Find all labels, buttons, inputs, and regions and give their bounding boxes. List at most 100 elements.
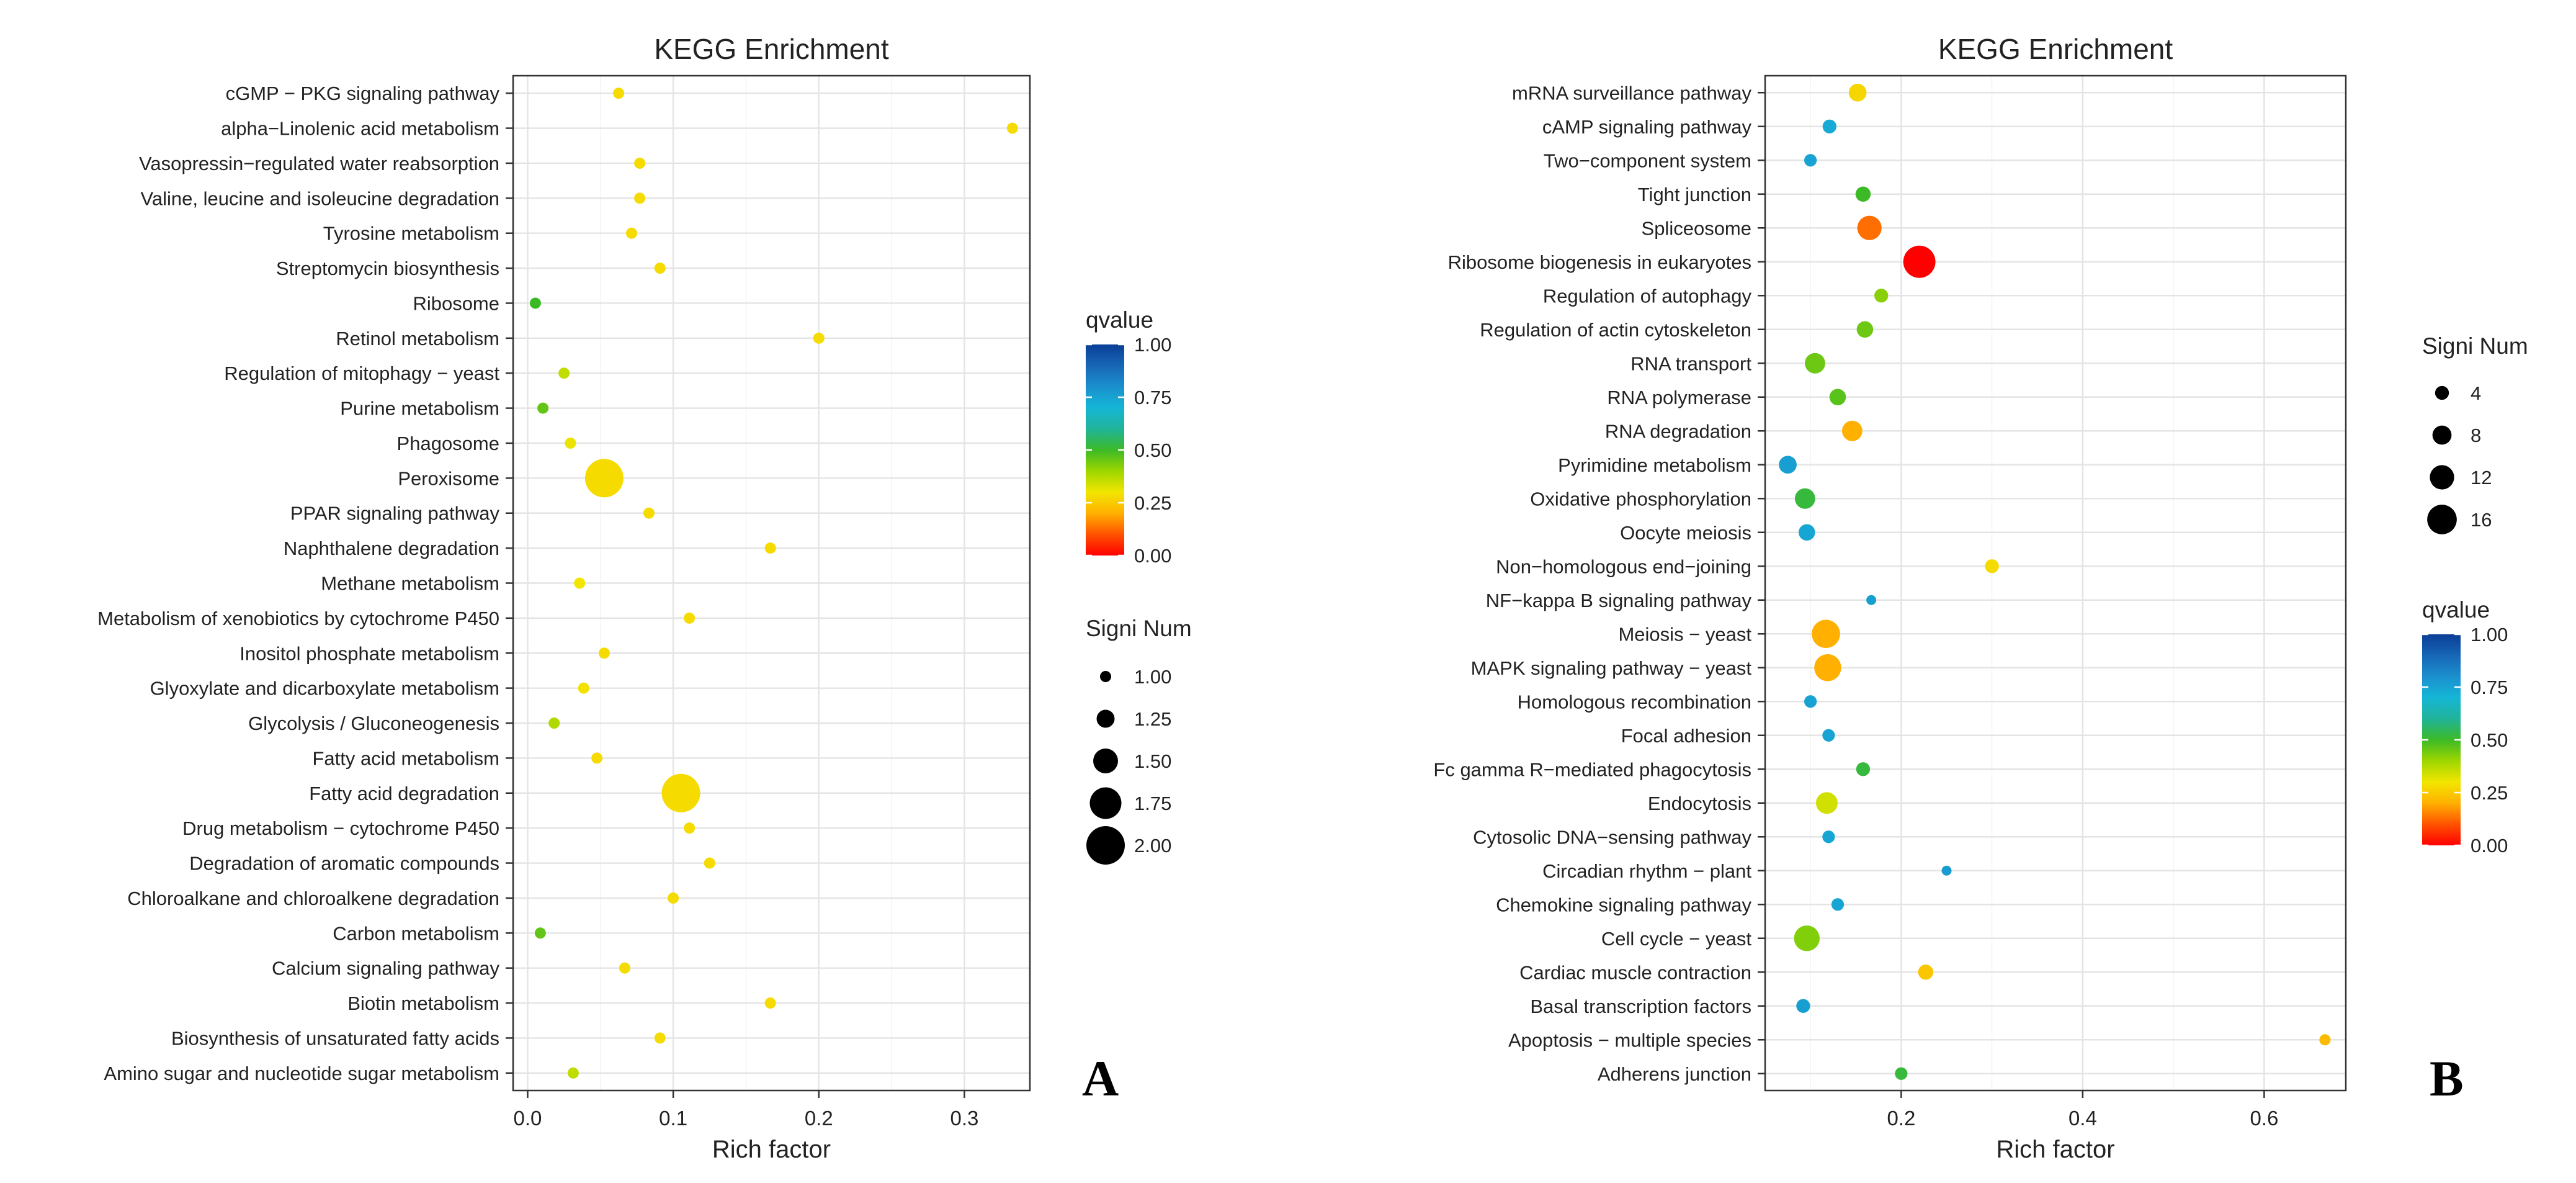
y-tick-label: cAMP signaling pathway — [1542, 116, 1752, 138]
data-point — [534, 927, 546, 939]
data-point — [1812, 619, 1840, 649]
qvalue-legend-title: qvalue — [1086, 307, 1153, 333]
colorbar-tick-label: 0.00 — [1134, 545, 1171, 567]
data-point — [1855, 186, 1871, 202]
y-tick-label: Drug metabolism − cytochrome P450 — [182, 817, 499, 839]
plot-area — [1765, 76, 2346, 1091]
colorbar-tick-label: 0.75 — [1134, 387, 1171, 408]
plot-frame — [1764, 74, 2347, 1092]
x-tick-label: 0.0 — [514, 1107, 542, 1130]
y-tick-label: Methane metabolism — [321, 573, 499, 595]
data-point — [764, 542, 776, 554]
chart-title: KEGG Enrichment — [1938, 33, 2173, 65]
y-tick-label: Peroxisome — [398, 467, 499, 489]
colorbar-tick-label: 0.50 — [1134, 439, 1171, 461]
size-legend: Signi Num 1.00 1.25 1.50 1.75 2.00 — [1086, 616, 1192, 865]
data-point — [1985, 559, 1999, 574]
y-tick-label: Naphthalene degradation — [284, 538, 499, 559]
size-legend-dot — [2435, 385, 2449, 400]
data-point — [591, 752, 603, 764]
data-point — [619, 962, 630, 974]
data-point — [684, 822, 695, 834]
y-tick-label: MAPK signaling pathway − yeast — [1471, 657, 1752, 679]
panel-b: 0.2 0.4 0.6 mRNA surveillance pathway cAMP s… — [1433, 33, 2528, 1163]
data-point — [548, 717, 560, 729]
y-tick-label: Valine, leucine and isoleucine degradati… — [140, 187, 499, 209]
y-tick-label: Metabolism of xenobiotics by cytochrome … — [97, 608, 499, 629]
data-point — [654, 263, 666, 274]
data-point — [567, 1067, 579, 1079]
data-point — [634, 192, 646, 204]
y-tick-label: Streptomycin biosynthesis — [276, 258, 499, 279]
y-tick-label: mRNA surveillance pathway — [1512, 82, 1751, 104]
y-tick-label: Fatty acid metabolism — [313, 747, 500, 769]
y-tick-label: Inositol phosphate metabolism — [239, 642, 499, 664]
y-tick-label: PPAR signaling pathway — [290, 503, 500, 524]
data-point — [1779, 456, 1797, 474]
y-tick-label: Adherens junction — [1598, 1063, 1751, 1085]
x-tick-label: 0.6 — [2250, 1107, 2278, 1130]
y-tick-label: Ribosome biogenesis in eukaryotes — [1448, 251, 1751, 273]
data-point — [1798, 524, 1815, 541]
x-tick-label: 0.2 — [1887, 1107, 1915, 1130]
colorbar-tick-label: 0.75 — [2471, 677, 2508, 698]
size-legend-dot — [1096, 709, 1115, 728]
data-point — [1895, 1067, 1908, 1080]
size-legend-label: 2.00 — [1134, 835, 1171, 857]
data-point — [537, 402, 549, 414]
data-point — [1794, 925, 1820, 951]
data-point — [704, 857, 715, 869]
y-tick-label: Focal adhesion — [1621, 725, 1751, 747]
data-point — [634, 157, 646, 169]
y-tick-label: Regulation of mitophagy − yeast — [224, 362, 499, 384]
size-legend-dot — [2427, 505, 2457, 534]
y-tick-label: Cell cycle − yeast — [1601, 928, 1751, 950]
data-point — [1006, 122, 1018, 134]
size-legend-title: Signi Num — [1086, 616, 1192, 641]
y-tick-label: Fc gamma R−mediated phagocytosis — [1433, 758, 1751, 780]
y-tick-label: Circadian rhythm − plant — [1542, 860, 1751, 882]
data-point — [1841, 420, 1863, 441]
y-tick-label: RNA degradation — [1605, 420, 1751, 442]
y-tick-label: RNA polymerase — [1607, 387, 1751, 408]
y-tick-label: Retinol metabolism — [336, 328, 499, 349]
x-axis-label: Rich factor — [1996, 1136, 2114, 1163]
size-legend-label: 12 — [2471, 467, 2492, 488]
panel-a: 0.0 0.1 0.2 0.3 cGMP − PKG signaling pathway… — [97, 33, 1192, 1163]
size-legend-dot — [2432, 425, 2452, 445]
panel-letter: B — [2430, 1050, 2464, 1107]
colorbar-tick-label: 0.00 — [2471, 835, 2508, 857]
y-tick-label: Regulation of actin cytoskeleton — [1480, 319, 1751, 341]
data-point — [661, 773, 700, 812]
data-point — [1856, 321, 1874, 338]
y-tick-label: Glyoxylate and dicarboxylate metabolism — [150, 678, 499, 699]
colorbar-tick-label: 1.00 — [2471, 624, 2508, 645]
y-tick-label: Pyrimidine metabolism — [1558, 454, 1751, 476]
y-tick-label: NF−kappa B signaling pathway — [1486, 590, 1752, 611]
y-tick-label: Ribosome — [413, 292, 499, 314]
data-point — [684, 612, 695, 624]
data-point — [654, 1032, 666, 1044]
size-legend-dot — [2430, 465, 2454, 490]
size-legend-dot — [1093, 749, 1118, 773]
data-point — [598, 647, 610, 659]
size-legend-title: Signi Num — [2422, 333, 2528, 359]
y-tick-label: Amino sugar and nucleotide sugar metabol… — [104, 1063, 499, 1084]
data-point — [1856, 762, 1871, 776]
data-point — [578, 682, 589, 694]
data-point — [1941, 865, 1952, 876]
y-tick-label: Fatty acid degradation — [309, 783, 499, 804]
data-point — [668, 892, 679, 904]
data-point — [764, 997, 776, 1009]
y-tick-label: Biotin metabolism — [347, 992, 499, 1014]
data-point — [1874, 289, 1889, 303]
y-tick-label: Basal transcription factors — [1530, 996, 1751, 1017]
y-tick-label: Endocytosis — [1648, 793, 1751, 814]
y-tick-label: Degradation of aromatic compounds — [189, 853, 499, 875]
size-legend-label: 1.00 — [1134, 666, 1171, 688]
y-tick-label: cGMP − PKG signaling pathway — [226, 83, 500, 104]
size-legend-dot — [1100, 671, 1111, 682]
data-point — [558, 367, 570, 379]
